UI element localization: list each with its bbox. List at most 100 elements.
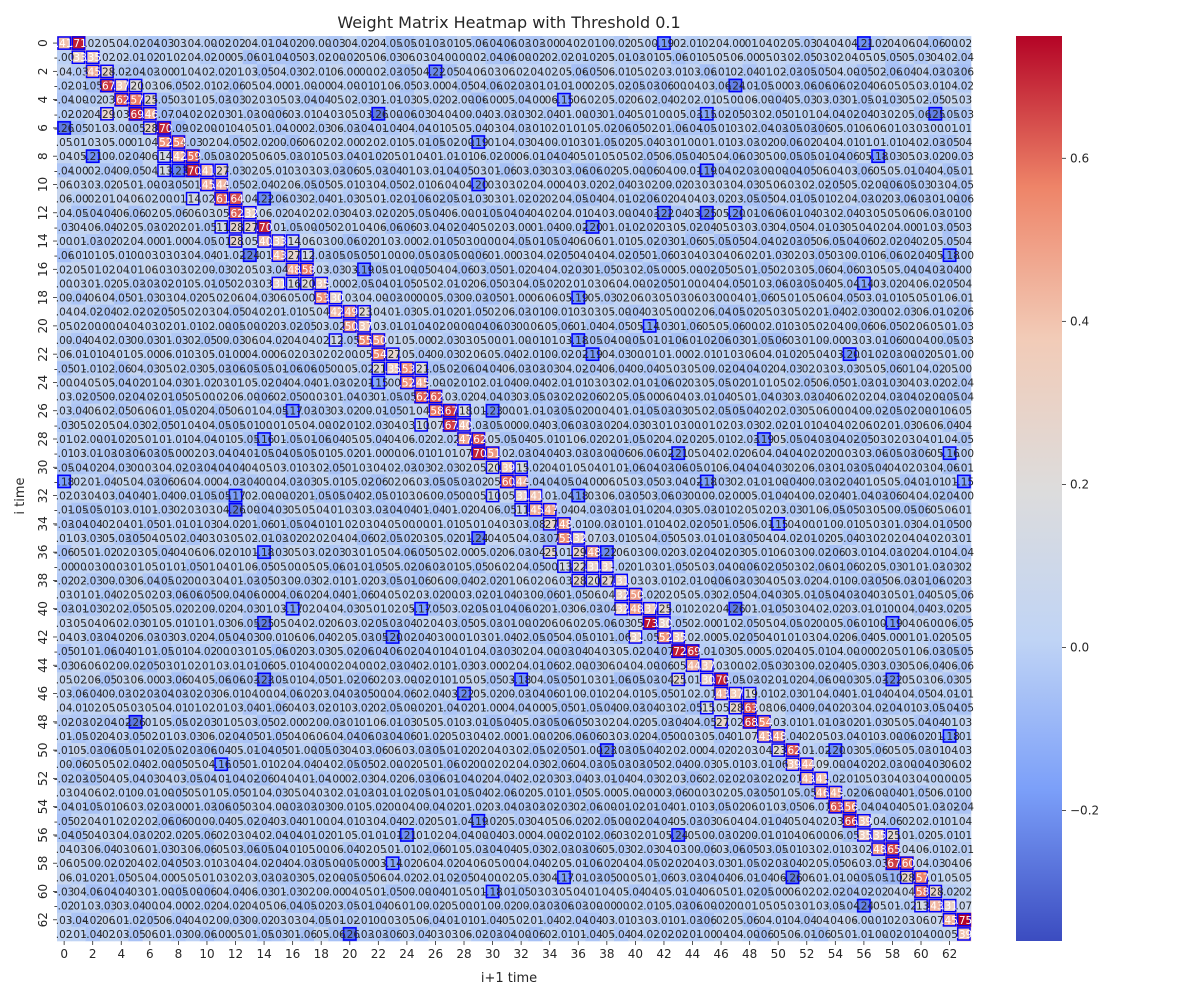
- heatmap-cell: [899, 36, 915, 51]
- heatmap-cell: [214, 50, 229, 65]
- cell-annotation: .03: [956, 95, 973, 107]
- heatmap-cell: [99, 50, 115, 65]
- heatmap-cell: [385, 50, 401, 65]
- heatmap-cell: [728, 50, 743, 65]
- heatmap-cell: [656, 50, 672, 65]
- heatmap-cells: [57, 36, 972, 942]
- heatmap-cell: [256, 50, 272, 65]
- heatmap-cell: [342, 50, 358, 65]
- cell-annotation: -.02: [954, 80, 975, 92]
- heatmap-cell: [456, 50, 472, 65]
- heatmap-cell: [713, 36, 729, 51]
- heatmap-cell: [228, 50, 243, 65]
- heatmap-cell: [685, 50, 700, 65]
- heatmap-cell: [585, 36, 600, 51]
- heatmap-cell: [57, 36, 72, 51]
- heatmap-cell: [671, 36, 686, 51]
- heatmap-cell: [142, 36, 158, 51]
- heatmap-cell: [514, 50, 529, 65]
- heatmap-cell: [542, 50, 558, 65]
- heatmap-cell: [514, 36, 529, 51]
- heatmap-cell: [628, 50, 643, 65]
- cell-annotation: .02: [956, 38, 973, 50]
- heatmap-cell: [499, 36, 515, 51]
- heatmap-cell: [271, 50, 286, 65]
- heatmap-cell: [871, 36, 886, 51]
- heatmap-cell: [242, 36, 258, 51]
- heatmap-cell: [528, 50, 543, 65]
- heatmap-cell: [328, 50, 343, 65]
- heatmap-cell: [571, 36, 586, 51]
- heatmap-cell: [842, 36, 858, 51]
- heatmap-cell: [471, 36, 486, 51]
- heatmap-cell: [156, 50, 172, 65]
- heatmap-cell: [456, 36, 472, 51]
- heatmap-cell: [342, 36, 358, 51]
- heatmap-cell: [314, 36, 329, 51]
- heatmap-cell: [171, 50, 186, 65]
- cell-annotation: -.03: [954, 109, 975, 121]
- heatmap-cell: [485, 36, 501, 51]
- heatmap-cell: [828, 36, 843, 51]
- heatmap-cell: [128, 36, 143, 51]
- heatmap-cell: [71, 50, 86, 65]
- heatmap-cell: [542, 36, 558, 51]
- heatmap-cell: [414, 50, 429, 65]
- heatmap-cell: [713, 50, 729, 65]
- cell-annotation: -.03: [954, 151, 975, 163]
- heatmap-cell: [171, 36, 186, 51]
- heatmap-cell: [114, 36, 129, 51]
- heatmap-cell: [571, 50, 586, 65]
- heatmap-cell: [485, 50, 501, 65]
- heatmap-cell: [771, 36, 786, 51]
- heatmap-cell: [399, 50, 415, 65]
- heatmap-cell: [328, 36, 343, 51]
- heatmap-cell: [185, 36, 201, 51]
- heatmap-cell: [199, 50, 215, 65]
- heatmap-cell: [599, 50, 615, 65]
- heatmap-cell: [228, 36, 243, 51]
- heatmap-cell: [428, 36, 443, 51]
- heatmap-cell: [371, 36, 386, 51]
- heatmap-cell: [556, 50, 572, 65]
- heatmap-cell: [371, 50, 386, 65]
- heatmap-cell: [285, 36, 301, 51]
- chart-title: Weight Matrix Heatmap with Threshold 0.1: [337, 13, 680, 32]
- heatmap-cell: [99, 36, 115, 51]
- heatmap-cell: [556, 36, 572, 51]
- heatmap-cell: [585, 50, 600, 65]
- heatmap-cell: [885, 36, 900, 51]
- heatmap-cell: [799, 36, 815, 51]
- heatmap-cell: [956, 36, 972, 51]
- heatmap-cell: [442, 50, 458, 65]
- heatmap-cell: [85, 50, 101, 65]
- cell-annotation: -.06: [954, 66, 975, 78]
- heatmap-cell: [356, 50, 372, 65]
- heatmap-cell: [271, 36, 286, 51]
- heatmap-cell: [628, 36, 643, 51]
- heatmap-cell: [942, 36, 958, 51]
- heatmap-cell: [613, 50, 629, 65]
- heatmap-cell: [399, 36, 415, 51]
- heatmap-cell: [913, 36, 929, 51]
- heatmap-cell: [471, 50, 486, 65]
- heatmap-cell: [256, 36, 272, 51]
- heatmap-cell: [756, 36, 772, 51]
- heatmap-cell: [685, 36, 700, 51]
- heatmap-cell: [656, 36, 672, 51]
- heatmap-cell: [128, 50, 143, 65]
- heatmap-cell: [928, 36, 943, 51]
- heatmap-cell: [442, 36, 458, 51]
- heatmap-cell: [785, 36, 800, 51]
- heatmap-cell: [742, 36, 758, 51]
- heatmap-cell: [813, 36, 829, 51]
- heatmap-cell: [499, 50, 515, 65]
- cell-annotation: -.01: [954, 165, 975, 177]
- cell-annotation: -.04: [954, 52, 975, 64]
- heatmap-cell: [85, 36, 101, 51]
- cell-annotation: .01: [956, 123, 973, 135]
- heatmap-cell: [642, 36, 658, 51]
- heatmap-cell: [285, 50, 301, 65]
- heatmap-cell: [57, 50, 72, 65]
- heatmap-cell: [299, 36, 315, 51]
